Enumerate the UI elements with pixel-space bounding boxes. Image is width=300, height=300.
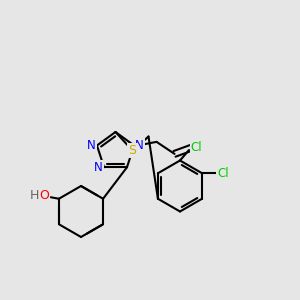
Text: N: N: [87, 139, 96, 152]
Text: S: S: [129, 144, 136, 157]
Text: Cl: Cl: [217, 167, 229, 180]
Text: Cl: Cl: [191, 141, 202, 154]
Text: N: N: [94, 161, 103, 174]
Text: H: H: [29, 189, 39, 202]
Text: O: O: [39, 189, 49, 202]
Text: N: N: [135, 139, 144, 152]
